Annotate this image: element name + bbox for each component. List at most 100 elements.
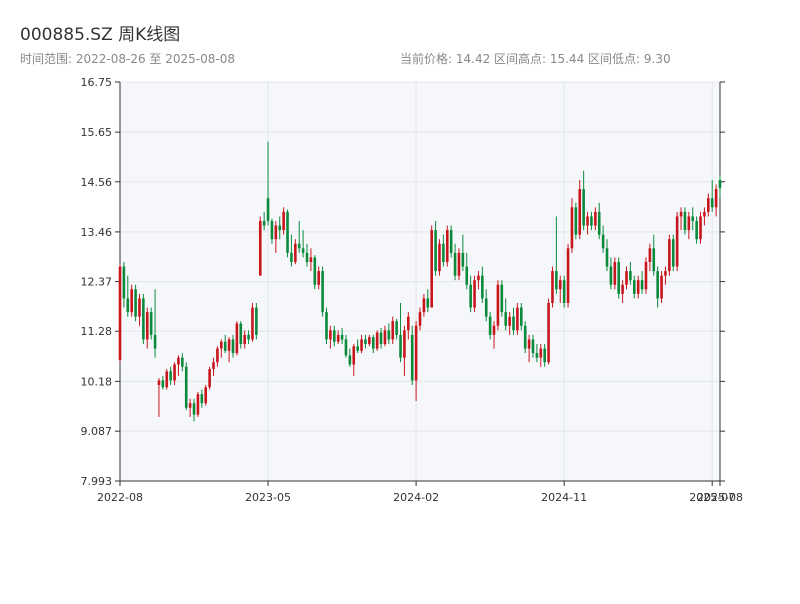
y-tick-label: 14.56: [81, 176, 113, 189]
candle-body: [516, 307, 519, 331]
candle-body: [255, 307, 258, 335]
candle-body: [305, 252, 309, 262]
candle-body: [399, 334, 402, 358]
candle-body: [368, 337, 371, 344]
candle-body: [395, 321, 398, 335]
candle-body: [258, 220, 262, 276]
candle-body: [216, 348, 219, 363]
candle-body: [535, 353, 539, 358]
candle-body: [204, 387, 208, 404]
candle-body: [235, 323, 239, 354]
y-tick-label: 9.087: [81, 425, 113, 438]
candle-body: [488, 316, 492, 335]
candle-body: [551, 271, 554, 303]
candle-body: [360, 339, 363, 351]
candle-body: [504, 312, 508, 326]
candle-body: [270, 220, 274, 240]
candle-body: [710, 198, 714, 208]
candle-body: [547, 302, 550, 363]
candle-body: [352, 346, 356, 365]
candle-body: [605, 248, 609, 267]
candle-body: [457, 252, 461, 276]
y-tick-label: 13.46: [81, 226, 113, 239]
candle-body: [613, 261, 617, 285]
candle-body: [621, 284, 624, 294]
candle-body: [570, 207, 574, 249]
candle-body: [675, 216, 679, 267]
candle-body: [149, 312, 153, 335]
candle-body: [465, 266, 469, 285]
candle-body: [648, 248, 652, 262]
candle-body: [539, 348, 543, 358]
candle-body: [601, 234, 605, 249]
candle-body: [527, 339, 531, 349]
candle-body: [512, 316, 515, 331]
candle-body: [403, 330, 406, 358]
candle-body: [695, 220, 698, 240]
candle-body: [239, 323, 243, 344]
candle-body: [165, 371, 169, 388]
candle-body: [434, 230, 437, 272]
candle-body: [177, 357, 180, 365]
candle-body: [617, 261, 621, 294]
candle-body: [625, 271, 628, 285]
candle-body: [407, 316, 410, 331]
candle-body: [192, 403, 196, 415]
candle-body: [531, 339, 535, 354]
candle-body: [309, 257, 313, 262]
candle-body: [126, 298, 130, 313]
y-tick-label: 12.37: [81, 276, 113, 289]
candle-body: [449, 230, 453, 253]
candle-body: [594, 211, 597, 226]
candle-body: [223, 341, 227, 351]
subtitle: 时间范围: 2022-08-26 至 2025-08-08: [20, 52, 235, 66]
candle-body: [473, 280, 476, 308]
candle-body: [418, 312, 422, 326]
candle-body: [321, 271, 324, 313]
candle-body: [294, 243, 297, 262]
candle-body: [714, 189, 718, 208]
candle-body: [640, 280, 644, 290]
x-tick-label: 2024-11: [541, 491, 587, 504]
candle-body: [383, 330, 387, 344]
candle-body: [410, 334, 414, 381]
candle-body: [629, 271, 632, 281]
candle-body: [301, 248, 305, 253]
candle-body: [297, 243, 301, 249]
candle-body: [566, 248, 570, 303]
candle-body: [243, 334, 246, 344]
candle-body: [609, 266, 613, 285]
candle-body: [683, 211, 687, 231]
candle-body: [582, 189, 585, 226]
candle-body: [196, 394, 200, 415]
y-tick-label: 10.18: [81, 375, 113, 388]
candle-body: [212, 362, 215, 370]
candle-body: [274, 225, 278, 240]
candle-body: [718, 179, 722, 189]
y-tick-label: 11.28: [81, 325, 113, 338]
candle-body: [329, 330, 332, 340]
candle-body: [379, 332, 383, 344]
candle-body: [586, 216, 589, 226]
candle-body: [652, 248, 656, 272]
candle-body: [184, 366, 188, 408]
candle-body: [286, 211, 289, 253]
candle-body: [188, 403, 192, 408]
x-tick-label: 2023-05: [245, 491, 291, 504]
candle-body: [317, 271, 321, 285]
candle-body: [430, 230, 433, 308]
y-tick-label: 15.65: [81, 126, 113, 139]
candle-body: [555, 271, 558, 290]
candle-body: [558, 280, 562, 290]
candle-body: [348, 355, 352, 365]
candle-body: [543, 348, 546, 363]
candle-body: [200, 394, 204, 404]
candle-body: [161, 380, 165, 388]
candle-body: [519, 307, 523, 326]
candle-body: [181, 357, 184, 367]
candle-body: [391, 321, 395, 340]
candle-body: [597, 211, 601, 235]
candle-body: [500, 284, 504, 313]
candle-body: [364, 339, 367, 344]
candle-body: [219, 341, 223, 349]
